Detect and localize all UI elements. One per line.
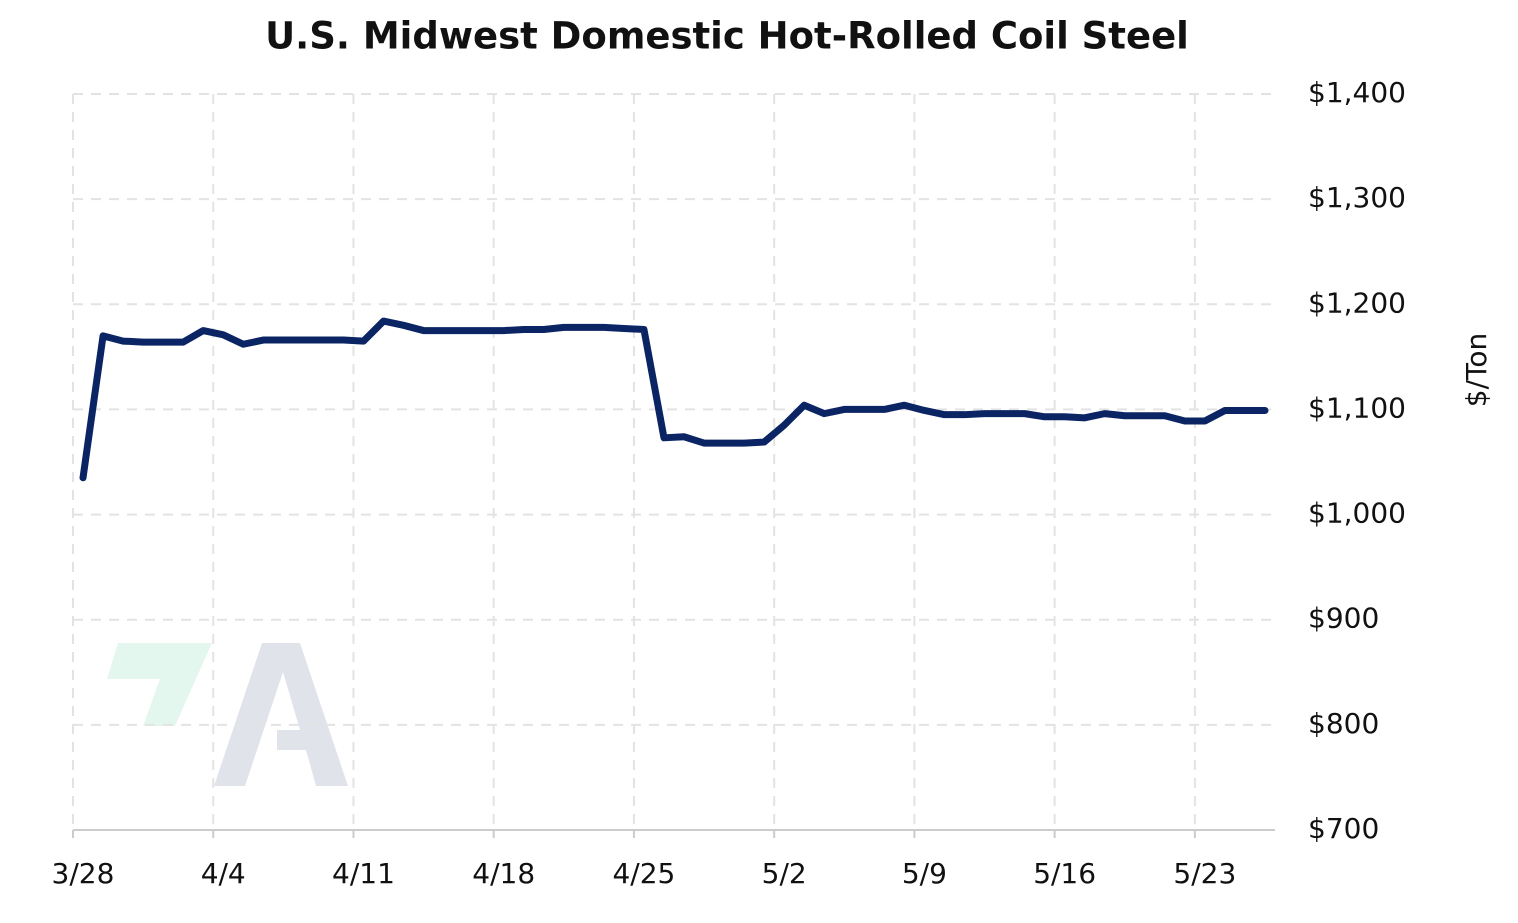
x-tick-label: 5/16 — [1033, 857, 1096, 890]
watermark-logo — [107, 643, 348, 786]
x-tick-label: 5/9 — [902, 857, 947, 890]
x-tick-label: 5/2 — [762, 857, 807, 890]
x-tick-label: 3/28 — [52, 857, 115, 890]
x-tick-label: 4/11 — [332, 857, 395, 890]
y-tick-label: $1,200 — [1308, 286, 1406, 319]
y-tick-label: $900 — [1308, 602, 1379, 635]
x-tick-label: 4/18 — [472, 857, 535, 890]
y-tick-label: $1,100 — [1308, 391, 1406, 424]
y-tick-label: $1,000 — [1308, 497, 1406, 530]
chart-title: U.S. Midwest Domestic Hot-Rolled Coil St… — [265, 15, 1189, 58]
y-tick-label: $800 — [1308, 707, 1379, 740]
y-tick-label: $700 — [1308, 812, 1379, 845]
x-tick-label: 5/23 — [1173, 857, 1236, 890]
y-tick-label: $1,400 — [1308, 76, 1406, 109]
x-tick-label: 4/4 — [201, 857, 246, 890]
x-tick-label: 4/25 — [612, 857, 675, 890]
y-tick-label: $1,300 — [1308, 181, 1406, 214]
y-axis-label: $/Ton — [1460, 333, 1493, 407]
line-series — [79, 317, 1269, 482]
